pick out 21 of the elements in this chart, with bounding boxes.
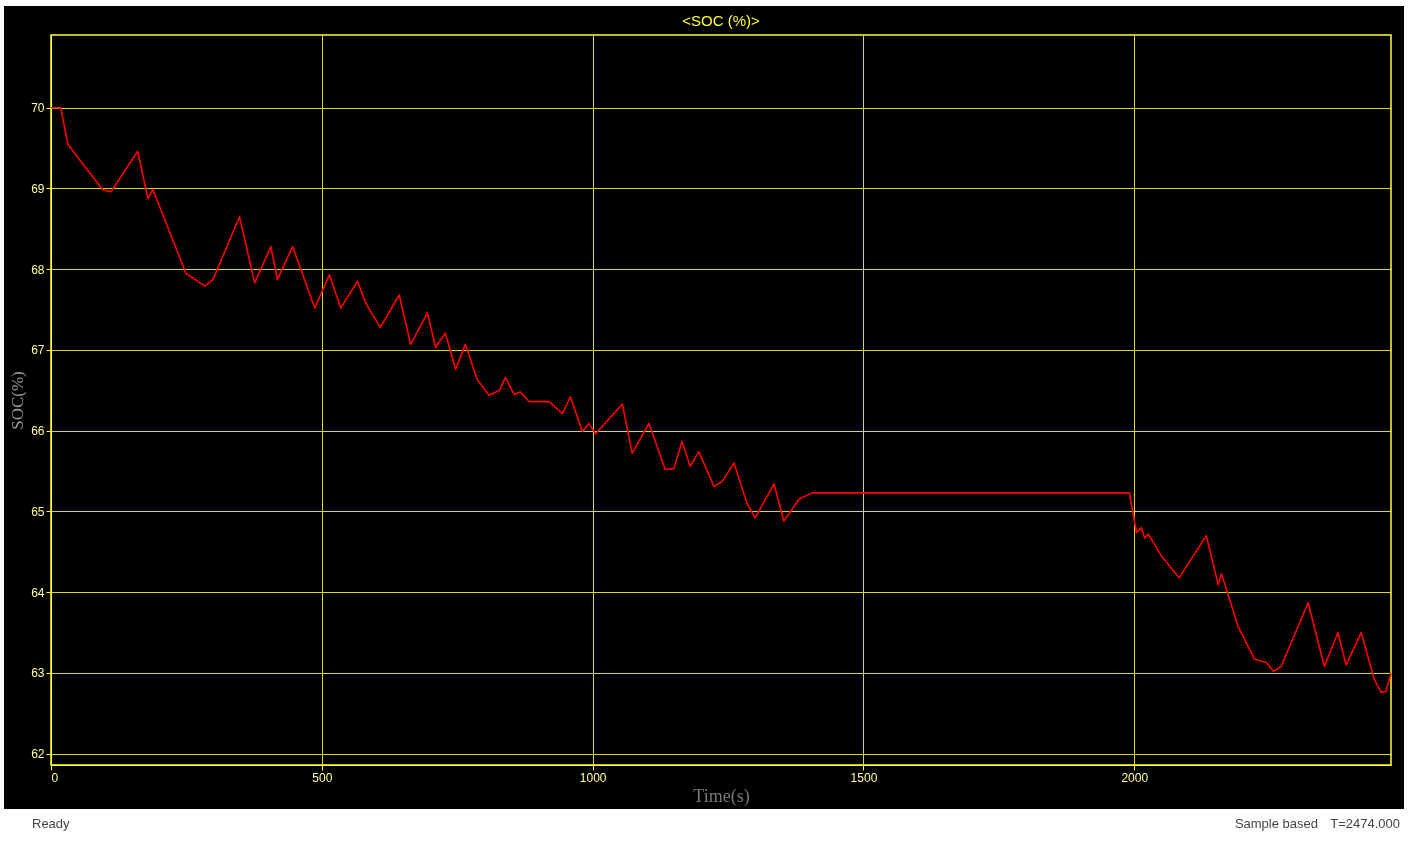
x-tick-label: 2000 [1121,770,1149,785]
y-tick-label: 69 [31,181,45,196]
x-tick-label: 0 [51,770,59,785]
line-series [50,106,1392,694]
x-tick-label: 500 [312,770,333,785]
chart-title: <SOC (%)> [682,12,760,29]
y-axis-title: SOC(%) [8,371,28,430]
x-axis-title: Time(s) [693,785,750,807]
y-tick-label: 65 [31,504,45,519]
text: T=2474.000 [1330,816,1400,831]
y-tick-label: 63 [31,666,45,681]
y-tick-label: 67 [31,343,45,358]
x-tick-label: 1000 [579,770,607,785]
text: Ready [32,816,70,831]
y-tick-label: 68 [31,262,45,277]
y-tick-label: 62 [31,747,45,762]
y-tick-label: 66 [31,424,45,439]
y-tick-label: 64 [31,585,45,600]
y-tick-label: 70 [31,101,45,116]
text: Sample based [1234,816,1318,831]
x-tick-label: 1500 [850,770,878,785]
